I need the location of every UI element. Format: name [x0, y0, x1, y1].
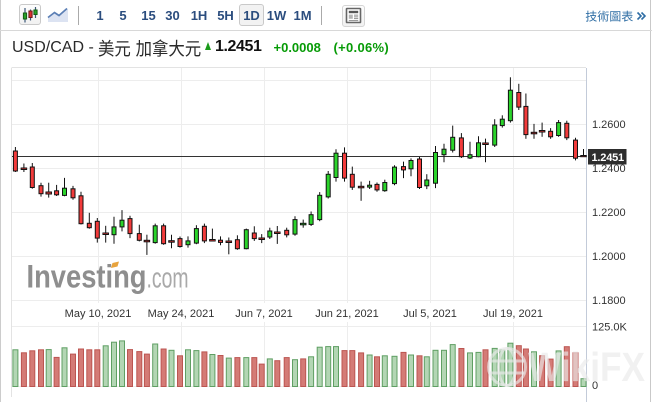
svg-text:1.2000: 1.2000	[592, 251, 626, 263]
svg-text:Investing: Investing	[27, 259, 147, 295]
svg-text:1.2451: 1.2451	[592, 152, 625, 164]
svg-text:0: 0	[592, 380, 598, 392]
svg-text:WikiFX: WikiFX	[528, 344, 645, 390]
svg-text:1.2600: 1.2600	[592, 119, 626, 131]
svg-text:.com: .com	[147, 263, 189, 295]
svg-text:May 10, 2021: May 10, 2021	[65, 308, 132, 320]
svg-text:125.0K: 125.0K	[592, 322, 628, 334]
svg-text:May 24, 2021: May 24, 2021	[148, 308, 215, 320]
svg-text:1.2200: 1.2200	[592, 207, 626, 219]
svg-text:1.2400: 1.2400	[592, 163, 626, 175]
svg-text:Jul 5, 2021: Jul 5, 2021	[403, 308, 457, 320]
svg-text:Jun 21, 2021: Jun 21, 2021	[315, 308, 379, 320]
svg-text:Jul 19, 2021: Jul 19, 2021	[483, 308, 543, 320]
svg-text:Jun 7, 2021: Jun 7, 2021	[235, 308, 293, 320]
svg-text:1.1800: 1.1800	[592, 295, 626, 307]
